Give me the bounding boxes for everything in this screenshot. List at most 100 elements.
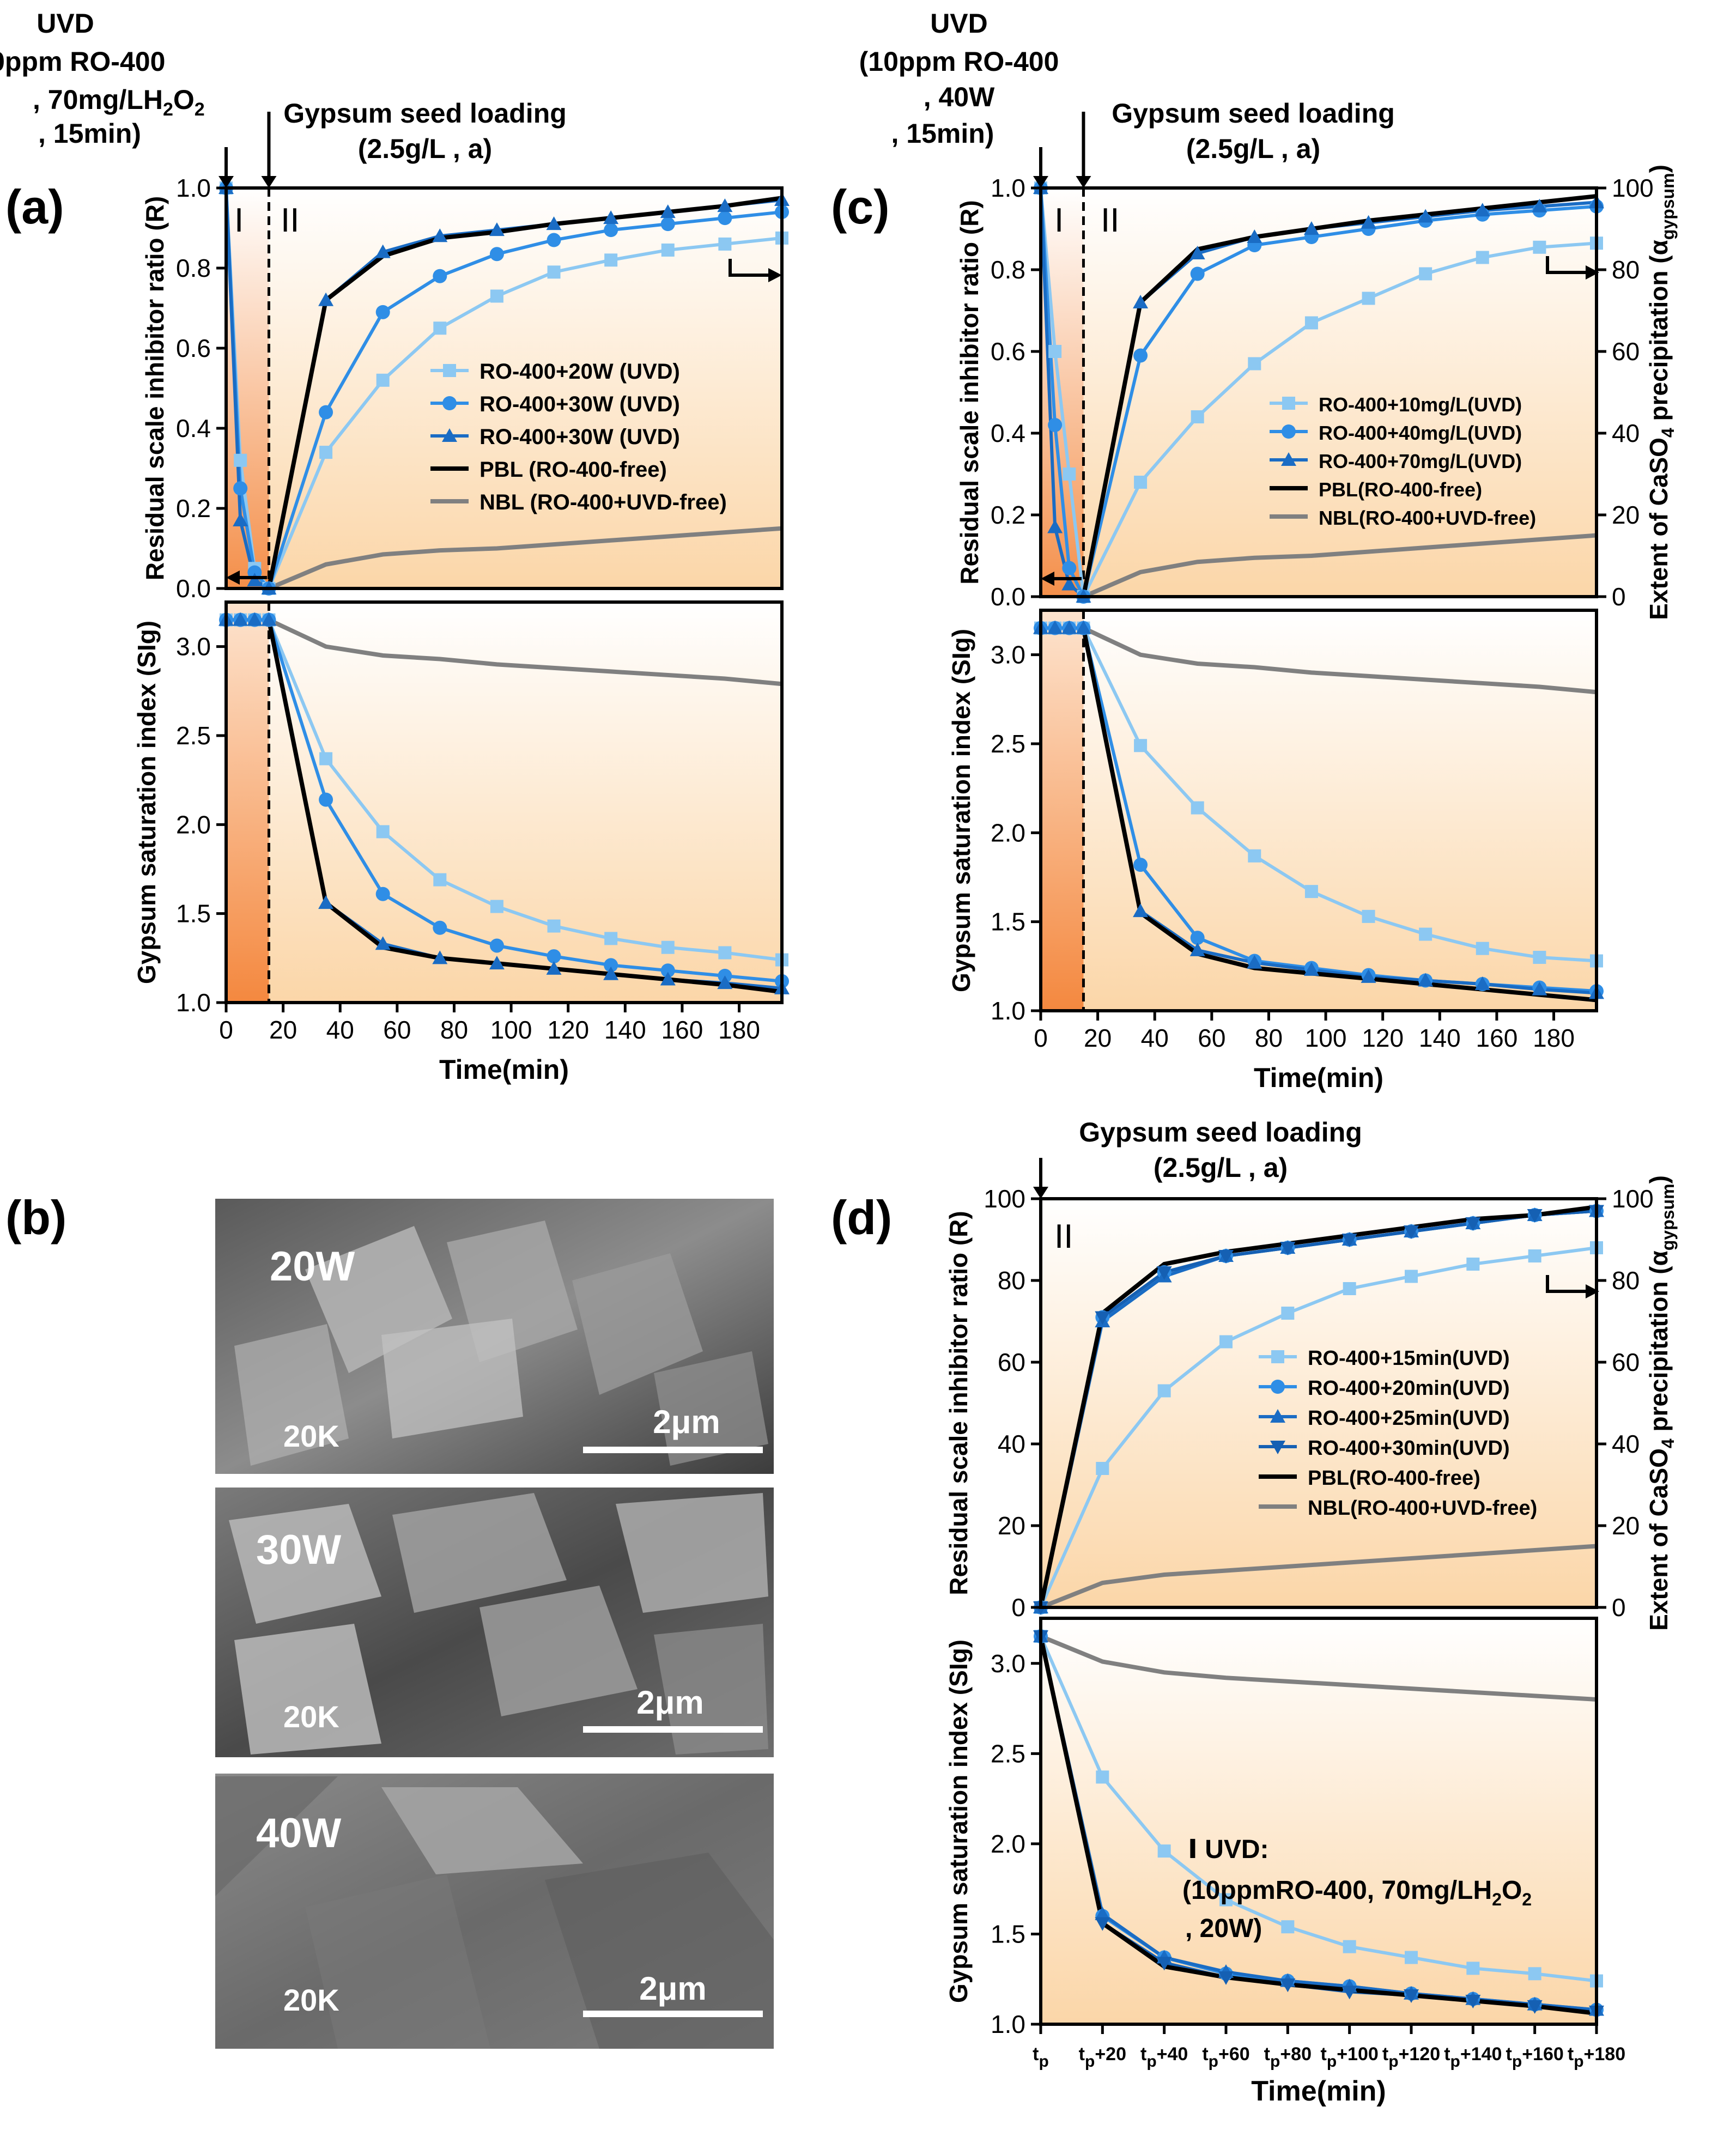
data-point-s2-6	[432, 950, 448, 964]
sem-label-40w: 40W	[256, 1810, 342, 1856]
legend-marker	[1270, 1441, 1285, 1454]
phase-label-1: I	[234, 202, 244, 239]
data-point-s0-9	[604, 932, 618, 945]
x-tick-label: tp+160	[1506, 2044, 1564, 2071]
c-right-axis-arrow-head	[1586, 265, 1599, 280]
plot-frame	[1039, 1617, 1598, 2026]
data-point-s0-1	[1096, 1462, 1109, 1475]
data-point-s0-10	[1476, 942, 1489, 955]
a-annotation-line3: , 70mg/LH2O2	[33, 84, 205, 120]
series-line-4	[268, 526, 782, 591]
data-point-s1-4	[1133, 348, 1148, 363]
legend-label: PBL (RO-400-free)	[479, 458, 667, 482]
y-tick-label: 80	[998, 1266, 1025, 1295]
y2-tick-label: 0	[1612, 582, 1626, 611]
data-point-s0-2	[1063, 468, 1076, 481]
a-left-axis-arrow-head	[226, 570, 240, 585]
legend-label: NBL(RO-400+UVD-free)	[1319, 507, 1536, 529]
data-point-s2-2	[247, 612, 263, 626]
data-point-s3-1	[1095, 1917, 1110, 1931]
c-left-axis-arrow-head	[1041, 572, 1054, 586]
data-point-s1-7	[489, 247, 504, 262]
data-point-s0-7	[1304, 885, 1318, 899]
sem-scalebar-20w	[583, 1447, 763, 1453]
plot-frame	[1039, 609, 1598, 1012]
c-annotation-line4: , 15min)	[891, 118, 994, 149]
panel-label-c: (c)	[831, 180, 890, 234]
x-tick-label: tp+100	[1321, 2044, 1379, 2071]
data-point-s2-10	[1474, 203, 1490, 217]
data-point-s3-7	[1465, 1994, 1481, 2008]
data-point-s1-6	[433, 920, 447, 935]
y2-tick-label: 0	[1612, 1593, 1626, 1622]
data-point-s0-6	[1248, 849, 1261, 863]
y2-tick-label: 100	[1612, 1185, 1654, 1213]
y-tick-label: 0.4	[991, 419, 1025, 447]
x-tick-label: 40	[1141, 1024, 1169, 1052]
data-point-s2-6	[1247, 955, 1262, 969]
x-tick-label: 0	[219, 1016, 233, 1044]
c-seed-arrow-head	[1076, 176, 1091, 188]
data-point-s0-5	[1191, 801, 1204, 815]
data-point-s3-6	[1404, 1225, 1419, 1239]
data-point-s0-8	[1528, 1249, 1541, 1262]
panel-c: UVD (10ppm RO-400 , 40W , 15min) Gypsum …	[859, 8, 1678, 1093]
y-tick-label: 1.5	[176, 900, 211, 928]
data-point-s0-4	[319, 752, 333, 766]
a-seed-annotation-2: (2.5g/L , a)	[358, 133, 492, 164]
data-point-s0-2	[1157, 1844, 1171, 1858]
series-line-5	[1040, 1544, 1597, 1610]
legend-label: NBL(RO-400+UVD-free)	[1308, 1497, 1537, 1520]
data-point-s2-2	[247, 573, 263, 587]
data-point-s2-7	[489, 956, 505, 970]
y-axis-label: Gypsum saturation index (SIg)	[944, 1640, 973, 2003]
data-point-s2-6	[432, 228, 448, 242]
y-tick-label: 0.6	[176, 334, 211, 362]
y-tick-label: 40	[998, 1430, 1025, 1458]
sem-image-30w: 30W 20K 2μm	[215, 1488, 774, 1757]
legend-label: RO-400+20min(UVD)	[1308, 1377, 1510, 1400]
data-point-s0-5	[1343, 1940, 1356, 1953]
legend-label: RO-400+20W (UVD)	[479, 360, 680, 384]
data-point-s0-1	[1096, 1770, 1109, 1784]
data-point-s1-8	[547, 233, 561, 247]
data-point-s3-4	[1280, 1978, 1296, 1993]
sem-scale-text-20w: 2μm	[653, 1404, 720, 1440]
data-point-s2-7	[1303, 962, 1319, 976]
d-annotation-uvd: Ⅰ UVD:	[1188, 1835, 1269, 1864]
y-tick-label: 0.4	[176, 414, 211, 442]
panel-label-b: (b)	[5, 1191, 66, 1244]
sem-mag-30w: 20K	[283, 1699, 339, 1734]
panel-b: 20W 20K 2μm 30W 20K 2μm 40W 20K 2μ	[215, 1199, 774, 2049]
y-tick-label: 3.0	[176, 633, 211, 661]
data-point-s1-4	[1133, 858, 1148, 872]
data-point-s0-9	[1419, 927, 1432, 941]
data-point-s2-10	[660, 972, 676, 986]
data-point-s0-8	[1528, 1967, 1541, 1981]
data-point-s2-9	[1418, 209, 1434, 223]
y-tick-label: 2.0	[991, 1830, 1025, 1858]
y2-tick-label: 80	[1612, 256, 1640, 284]
data-point-s3-4	[1280, 1242, 1296, 1255]
y-tick-label: 2.5	[991, 1739, 1025, 1768]
plot-background	[226, 602, 782, 1003]
y-tick-label: 0.2	[176, 494, 211, 523]
data-point-s2-1	[233, 513, 248, 527]
data-point-s1-5	[1190, 266, 1205, 281]
plot-frame	[1039, 1197, 1598, 1609]
panel-a: UVD (10ppm RO-400 , 70mg/LH2O2 , 15min) …	[0, 8, 790, 1085]
data-point-s2-1	[1095, 1907, 1110, 1921]
sem-label-20w: 20W	[270, 1243, 355, 1290]
legend-marker	[1281, 452, 1296, 466]
data-point-s2-8	[1361, 969, 1376, 983]
x-tick-label: tp+40	[1140, 2044, 1188, 2071]
y-tick-label: 0.8	[991, 256, 1025, 284]
phase-label-1: I	[1054, 202, 1064, 239]
data-point-s2-6	[1247, 229, 1262, 243]
data-point-s3-5	[1342, 1234, 1357, 1247]
sem-label-30w: 30W	[256, 1527, 342, 1573]
x-tick-label: 100	[1305, 1024, 1347, 1052]
data-point-s2-5	[1189, 942, 1205, 956]
x-axis-label: Time(min)	[439, 1054, 569, 1085]
